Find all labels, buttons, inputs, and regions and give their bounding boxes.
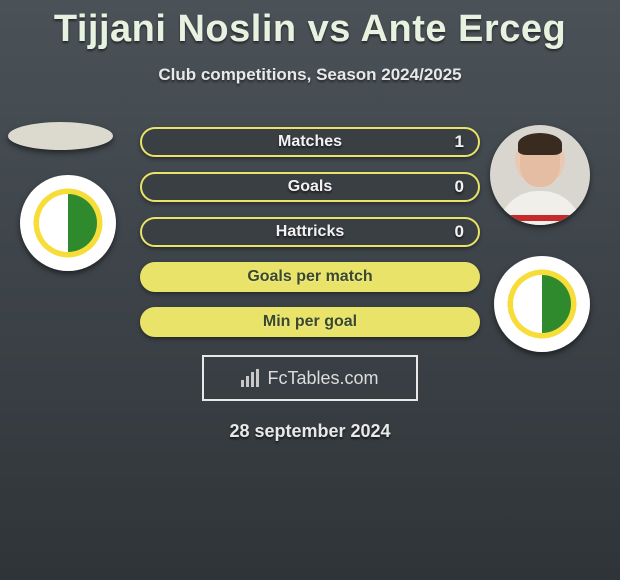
player-left-avatar	[8, 122, 113, 150]
stat-row-goals-per-match: Goals per match	[140, 262, 480, 292]
date-text: 28 september 2024	[0, 421, 620, 442]
club-crest-left	[20, 175, 116, 271]
bar-chart-icon	[241, 369, 261, 387]
club-crest-right	[494, 256, 590, 352]
stat-label: Hattricks	[276, 223, 344, 241]
stat-value-right: 0	[455, 177, 464, 197]
stat-value-right: 1	[455, 132, 464, 152]
subtitle: Club competitions, Season 2024/2025	[0, 65, 620, 85]
stat-row-min-per-goal: Min per goal	[140, 307, 480, 337]
stat-row-hattricks: Hattricks 0	[140, 217, 480, 247]
player-right-avatar	[490, 125, 590, 225]
watermark-text: FcTables.com	[267, 368, 378, 389]
stat-label: Matches	[278, 133, 342, 151]
watermark: FcTables.com	[202, 355, 418, 401]
stat-label: Goals per match	[247, 268, 372, 286]
stat-value-right: 0	[455, 222, 464, 242]
stat-row-goals: Goals 0	[140, 172, 480, 202]
stat-label: Goals	[288, 178, 332, 196]
page-title: Tijjani Noslin vs Ante Erceg	[0, 0, 620, 51]
stat-row-matches: Matches 1	[140, 127, 480, 157]
stat-label: Min per goal	[263, 313, 357, 331]
